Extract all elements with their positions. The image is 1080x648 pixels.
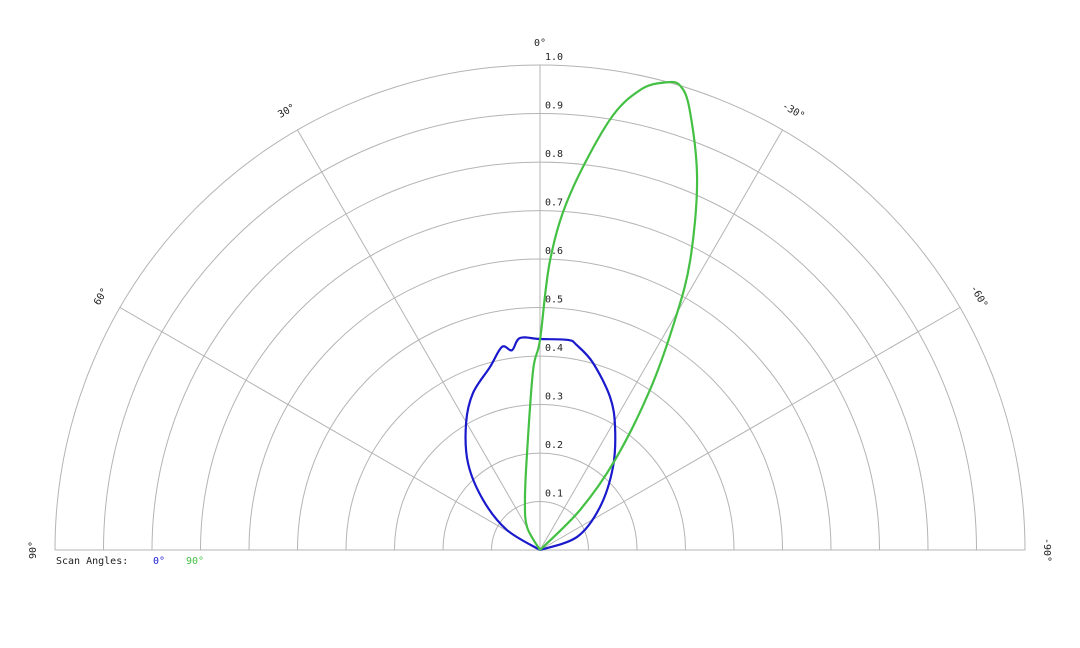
radial-tick-label: 0.7: [545, 198, 563, 209]
grid-spoke: [297, 129, 541, 551]
grid-spoke: [119, 307, 541, 551]
radial-tick-label: 0.9: [545, 101, 563, 112]
legend-entry-0: 0°: [153, 556, 165, 567]
radial-tick-label: 0.5: [545, 295, 563, 306]
grid-spoke: [539, 129, 783, 551]
radial-tick-labels: 0.1 0.2 0.3 0.4 0.5 0.6 0.7 0.8 0.9 1.0: [545, 52, 563, 500]
radial-tick-label: 0.6: [545, 246, 563, 257]
series-line-1: [523, 80, 699, 551]
legend-entry-90: 90°: [186, 556, 204, 567]
radial-tick-label: 0.3: [545, 392, 563, 403]
angle-tick-label: 60°: [92, 286, 111, 307]
legend: Scan Angles: 0° 90°: [56, 556, 204, 567]
angle-tick-label: -60°: [968, 284, 990, 310]
radial-tick-label: 0.8: [545, 149, 563, 160]
radial-tick-label: 0.4: [545, 343, 563, 354]
radial-tick-label: 0.2: [545, 440, 563, 451]
series-group: [464, 80, 699, 552]
angle-tick-label: 0°: [534, 38, 546, 49]
radial-tick-label: 0.1: [545, 489, 563, 500]
grid-spoke: [539, 307, 961, 551]
angle-tick-label: 30°: [276, 102, 297, 121]
angle-tick-label: 90°: [28, 541, 39, 559]
angle-tick-label: -90°: [1041, 538, 1052, 562]
angle-tick-label: -30°: [780, 101, 806, 123]
legend-title: Scan Angles:: [56, 556, 128, 567]
polar-grid: [54, 64, 1026, 551]
radial-tick-label: 1.0: [545, 52, 563, 63]
